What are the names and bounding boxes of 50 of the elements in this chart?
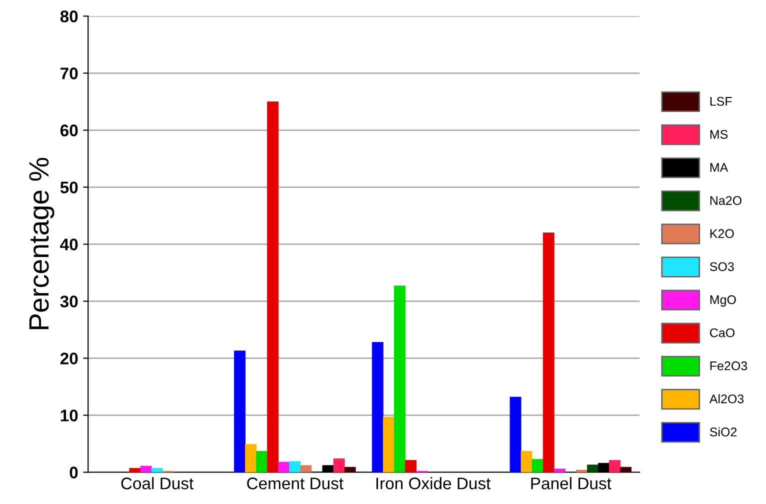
bar	[289, 461, 301, 472]
bar	[510, 396, 522, 472]
legend-label: Na2O	[710, 196, 742, 205]
bar	[620, 466, 632, 472]
bar	[234, 350, 246, 472]
bar	[542, 232, 554, 472]
y-tick-label: 0	[70, 466, 78, 478]
bar	[256, 450, 268, 472]
bar	[300, 465, 312, 472]
legend-label: LSF	[710, 96, 732, 106]
bar	[554, 468, 566, 472]
bar	[344, 466, 356, 472]
legend-label: Fe2O3	[710, 361, 748, 370]
bar	[278, 462, 290, 472]
legend-label: Al2O3	[709, 394, 744, 404]
bar	[245, 444, 257, 472]
bar	[333, 458, 345, 472]
legend-label: MS	[710, 130, 728, 139]
bar	[609, 460, 621, 472]
x-tick-label: Coal Dust	[121, 477, 194, 490]
y-tick-label: 10	[60, 410, 78, 422]
bar	[151, 468, 163, 472]
y-tick-label: 80	[60, 10, 78, 22]
bar	[372, 342, 384, 472]
bar	[405, 460, 416, 472]
y-tick-label: 60	[60, 124, 78, 136]
x-tick-label: Iron Oxide Dust	[376, 477, 491, 490]
y-tick-label: 70	[60, 68, 78, 80]
legend-label: K2O	[710, 229, 734, 238]
y-tick-label: 50	[60, 182, 78, 194]
bar	[532, 458, 544, 472]
bar	[140, 466, 152, 472]
y-axis-title: Percentage %	[29, 158, 54, 330]
bar	[382, 416, 394, 472]
legend-label: SiO2	[710, 427, 737, 436]
x-tick-label: Cement Dust	[247, 478, 344, 490]
bar	[520, 450, 532, 472]
bar	[587, 464, 598, 472]
y-tick-label: 30	[60, 296, 78, 308]
bar	[576, 470, 588, 472]
y-tick-label: 40	[60, 238, 78, 250]
y-tick-label: 20	[60, 352, 78, 364]
bar	[267, 101, 279, 472]
legend-label: CaO	[710, 328, 734, 338]
legend-label: SO3	[710, 262, 734, 272]
bar	[129, 468, 141, 472]
x-tick-label: Panel Dust	[531, 477, 612, 490]
bar	[394, 286, 406, 472]
legend-label: MA	[710, 163, 728, 172]
legend-label: MgO	[710, 295, 736, 307]
